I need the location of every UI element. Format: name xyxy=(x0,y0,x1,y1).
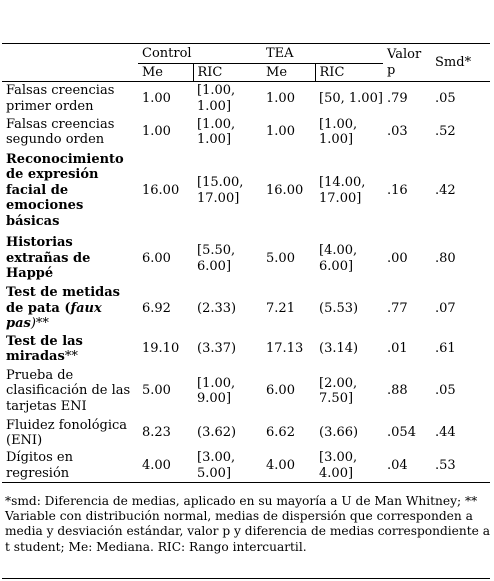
control-ric: [5.50, 6.00] xyxy=(197,243,236,274)
table-row: Fluidez fonológica (ENI) 8.23 (3.62) 6.6… xyxy=(2,417,490,450)
table-row: Reconocimiento de expresión facial de em… xyxy=(2,149,490,233)
table-row: Falsas creencias segundo orden 1.00 [1.0… xyxy=(2,116,490,149)
p-value: .88 xyxy=(387,383,408,399)
smd-value: .61 xyxy=(435,341,456,357)
header-smd: Smd* xyxy=(431,43,491,82)
table-row: Falsas creencias primer orden 1.00 [1.00… xyxy=(2,82,490,116)
p-value: .03 xyxy=(387,124,408,140)
control-me: 8.23 xyxy=(142,425,171,441)
table-row: Test de las miradas** 19.10 (3.37) 17.13… xyxy=(2,333,490,366)
tea-me: 5.00 xyxy=(266,250,295,266)
smd-value: .52 xyxy=(435,124,456,140)
control-ric: [1.00, 1.00] xyxy=(197,116,236,148)
results-table: Control TEA Valor p Smd* Me RIC Me RIC F… xyxy=(2,43,491,483)
control-me: 4.00 xyxy=(138,449,193,483)
row-label: Reconocimiento de expresión facial de em… xyxy=(6,151,124,229)
row-label: Test de metidas de pata (faux pas)** xyxy=(2,285,138,333)
header-empty xyxy=(2,43,138,63)
tea-ric: [3.00, 4.00] xyxy=(315,449,384,483)
bottom-rule xyxy=(2,578,490,579)
control-me: 16.00 xyxy=(142,182,180,198)
control-ric: (2.33) xyxy=(197,300,237,316)
row-label-suffix: ** xyxy=(64,349,78,364)
results-table-container: Control TEA Valor p Smd* Me RIC Me RIC F… xyxy=(2,43,491,483)
p-value: .00 xyxy=(387,250,408,266)
tea-me: 17.13 xyxy=(266,341,304,357)
smd-value: .07 xyxy=(435,300,456,316)
header-row-subcols: Me RIC Me RIC xyxy=(2,63,490,82)
tea-me: 16.00 xyxy=(266,182,304,198)
table-footnote: *smd: Diferencia de medias, aplicado en … xyxy=(5,494,490,554)
p-value: .79 xyxy=(387,91,408,106)
header-tea: TEA xyxy=(262,43,384,64)
smd-value: .42 xyxy=(435,182,456,198)
tea-ric: [1.00, 1.00] xyxy=(319,116,358,148)
control-ric: (3.37) xyxy=(197,341,237,357)
tea-ric: [14.00, 17.00] xyxy=(319,175,366,206)
tea-ric: (3.14) xyxy=(319,341,359,357)
row-label-part: Test de las miradas xyxy=(6,333,83,365)
table-row: Prueba de clasificación de las tarjetas … xyxy=(2,366,490,417)
row-label-suffix: )** xyxy=(30,316,49,332)
row-label: Falsas creencias segundo orden xyxy=(6,116,115,148)
smd-value: .53 xyxy=(431,449,491,483)
p-value: .054 xyxy=(387,425,416,441)
tea-ric: [50, 1.00] xyxy=(319,91,383,106)
header-valor-p: Valor p xyxy=(383,43,432,82)
tea-me: 6.62 xyxy=(266,425,295,441)
row-label-italic: faux pas xyxy=(6,300,102,332)
control-ric: [1.00, 1.00] xyxy=(197,83,236,114)
control-me: 5.00 xyxy=(142,383,171,399)
p-value: .77 xyxy=(387,300,408,316)
header-tea-ric: RIC xyxy=(314,63,384,82)
header-row-groups: Control TEA Valor p Smd* xyxy=(2,43,491,82)
smd-value: .80 xyxy=(435,250,456,266)
row-label: Test de las miradas** xyxy=(2,333,138,366)
control-me: 19.10 xyxy=(142,341,180,357)
tea-me: 4.00 xyxy=(262,449,316,483)
table-row: Dígitos en regresión 4.00 [3.00, 5.00] 4… xyxy=(2,449,491,483)
header-control: Control xyxy=(138,43,263,64)
header-valor-p-text: Valor p xyxy=(387,47,422,78)
table-row: Test de metidas de pata (faux pas)** 6.9… xyxy=(2,285,490,333)
p-value: .01 xyxy=(387,341,408,357)
row-label: Prueba de clasificación de las tarjetas … xyxy=(6,367,131,414)
control-ric: (3.62) xyxy=(197,425,237,441)
tea-me: 1.00 xyxy=(266,91,295,106)
control-ric: [1.00, 9.00] xyxy=(197,375,236,407)
control-me: 1.00 xyxy=(142,124,171,140)
control-me: 1.00 xyxy=(142,91,171,106)
tea-me: 6.00 xyxy=(266,383,295,399)
smd-value: .44 xyxy=(435,425,456,441)
table-row: Historias extrañas de Happé 6.00 [5.50, … xyxy=(2,233,490,285)
header-control-ric: RIC xyxy=(192,63,263,82)
header-empty-2 xyxy=(2,63,138,82)
row-label: Falsas creencias primer orden xyxy=(6,83,115,114)
row-label: Historias extrañas de Happé xyxy=(6,235,91,282)
control-me: 6.92 xyxy=(142,300,171,316)
tea-me: 7.21 xyxy=(266,300,295,316)
smd-value: .05 xyxy=(435,91,456,106)
p-value: .16 xyxy=(387,182,408,198)
control-ric: [15.00, 17.00] xyxy=(197,175,244,206)
p-value: .04 xyxy=(383,449,432,483)
row-label: Dígitos en regresión xyxy=(2,449,138,483)
row-label: Fluidez fonológica (ENI) xyxy=(6,417,128,449)
control-me: 6.00 xyxy=(142,250,171,266)
tea-ric: (5.53) xyxy=(319,300,359,316)
tea-me: 1.00 xyxy=(266,124,295,140)
tea-ric: [2.00, 7.50] xyxy=(319,375,358,407)
control-ric: [3.00, 5.00] xyxy=(193,449,263,483)
tea-ric: (3.66) xyxy=(319,425,359,441)
row-label-part: Test de metidas de pata ( xyxy=(6,285,120,316)
smd-value: .05 xyxy=(435,383,456,399)
header-control-me: Me xyxy=(138,63,193,82)
tea-ric: [4.00, 6.00] xyxy=(319,243,358,274)
header-tea-me: Me xyxy=(262,63,316,82)
